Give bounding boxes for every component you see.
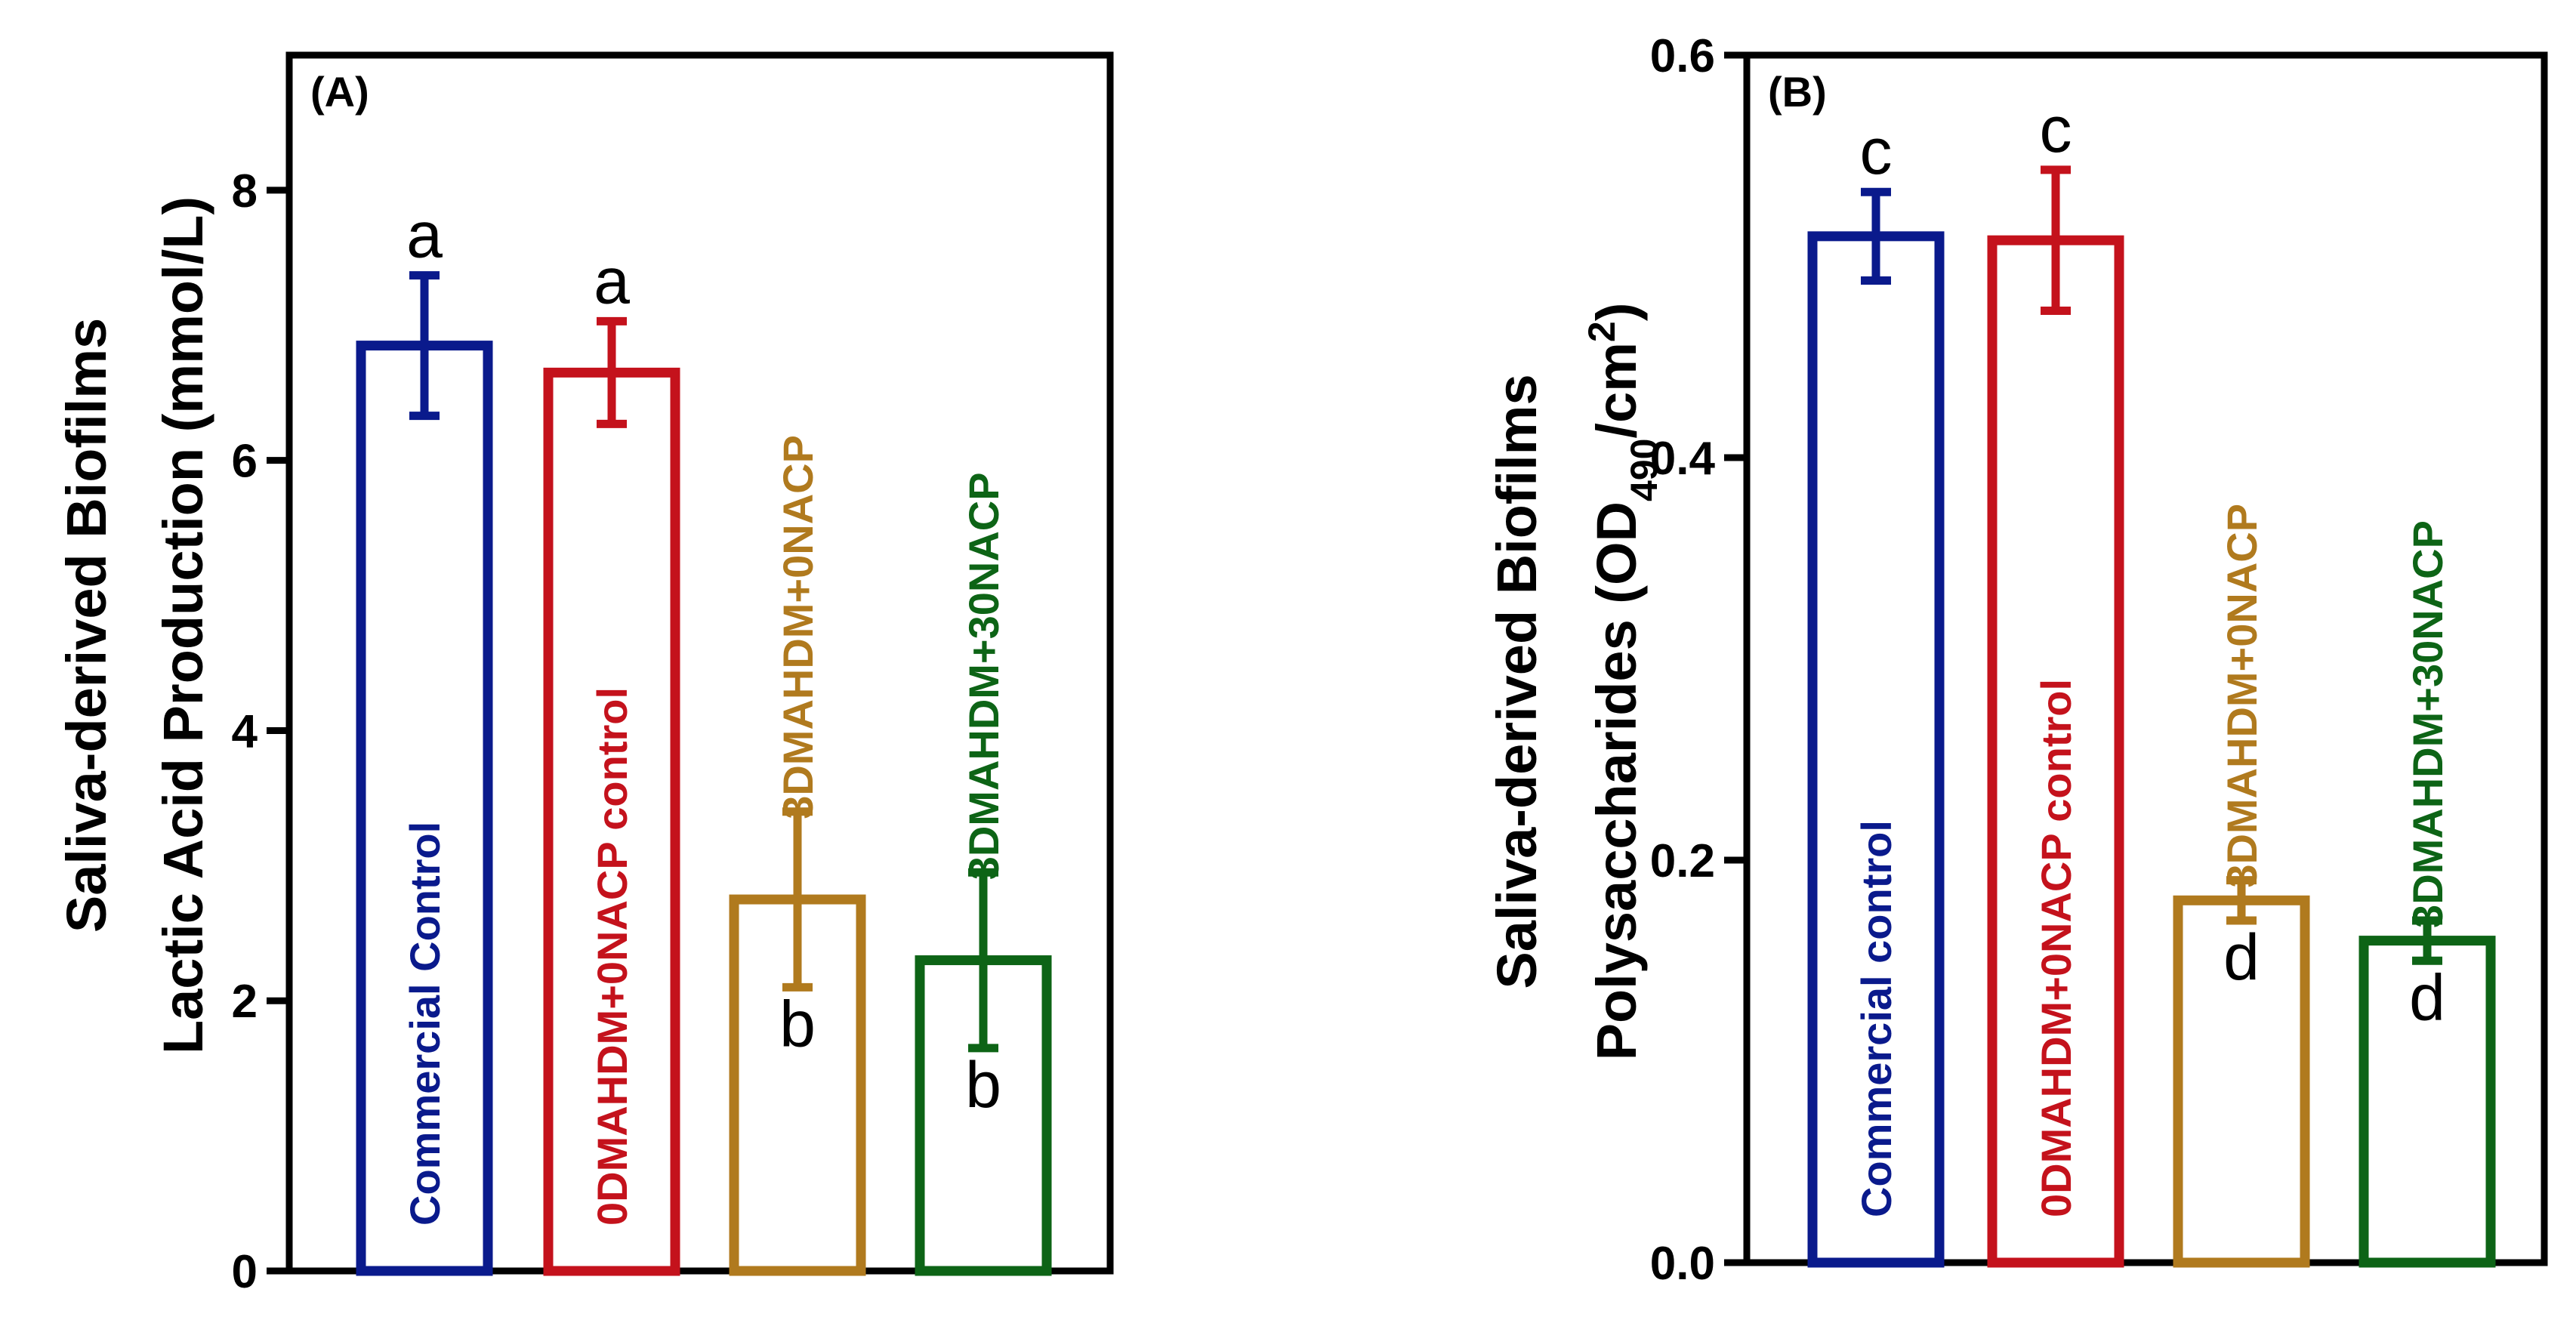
y-axis-title-line1: Saliva-derived Biofilms [55,318,118,933]
y-title-text: /cm [1585,342,1648,439]
significance-letter: b [965,1049,1001,1121]
bar-group: c 0DMAHDM+0NACP control [1987,94,2124,1268]
significance-letter: c [1860,116,1893,188]
category-label: 0DMAHDM+0NACP control [588,687,636,1226]
category-label: 3DMAHDM+30NACP [2404,520,2451,928]
bar-group: d 3DMAHDM+30NACP [2359,520,2496,1268]
y-title-text: ) [1585,303,1648,322]
y-tick-label: 4 [232,705,258,757]
significance-letter: a [594,245,630,317]
y-axis-title-line1: Saliva-derived Biofilms [1485,374,1548,989]
panel-A: 0 2 4 6 8 (A) Saliva-derived Biofilms Lactic Ac… [55,51,1114,1298]
y-title-superscript: 2 [1581,321,1623,342]
panel-label: (A) [310,68,369,116]
panel-label: (B) [1768,68,1827,116]
y-tick-label: 0 [232,1246,258,1298]
category-label: 0DMAHDM+0NACP control [2032,679,2080,1217]
significance-letter: d [2223,921,2260,994]
bar-group: c Commercial control [1807,116,1945,1268]
category-label: Commercial Control [401,822,449,1226]
y-axis-title-line2: Polysaccharides (OD490/cm2) [1581,303,1665,1061]
significance-letter: b [779,988,816,1060]
category-label: 3DMAHDM+0NACP [2218,504,2266,888]
bar-group: b 3DMAHDM+30NACP [915,472,1052,1276]
y-tick-label: 2 [232,976,258,1028]
y-title-text: Polysaccharides (OD [1585,501,1648,1060]
bar-group: a Commercial Control [356,199,493,1276]
bar-group: b 3DMAHDM+0NACP [729,435,866,1276]
category-label: 3DMAHDM+0NACP [774,435,822,819]
category-label: Commercial control [1853,820,1900,1217]
y-tick-label: 8 [232,165,258,217]
bar-group: d 3DMAHDM+0NACP [2173,504,2310,1268]
y-tick-label: 0.0 [1650,1238,1715,1290]
y-tick-label: 0.2 [1650,835,1715,887]
significance-letter: d [2409,961,2445,1034]
y-title-subscript: 490 [1623,439,1665,501]
category-label: 3DMAHDM+30NACP [960,472,1007,880]
plot-frame [285,51,1114,1275]
significance-letter: c [2040,94,2072,166]
y-tick-label: 0.4 [1650,433,1716,485]
y-tick-label: 0.6 [1650,30,1715,82]
bar-group: a 0DMAHDM+0NACP control [543,245,680,1276]
y-axis-title-line2: Lactic Acid Production (mmol/L) [152,196,214,1054]
y-tick-label: 6 [232,436,258,488]
panel-B: 0.0 0.2 0.4 0.6 (B) Saliva-derived Biofilms Po… [1485,30,2548,1290]
plot-frame [1743,51,2548,1266]
significance-letter: a [406,199,443,272]
